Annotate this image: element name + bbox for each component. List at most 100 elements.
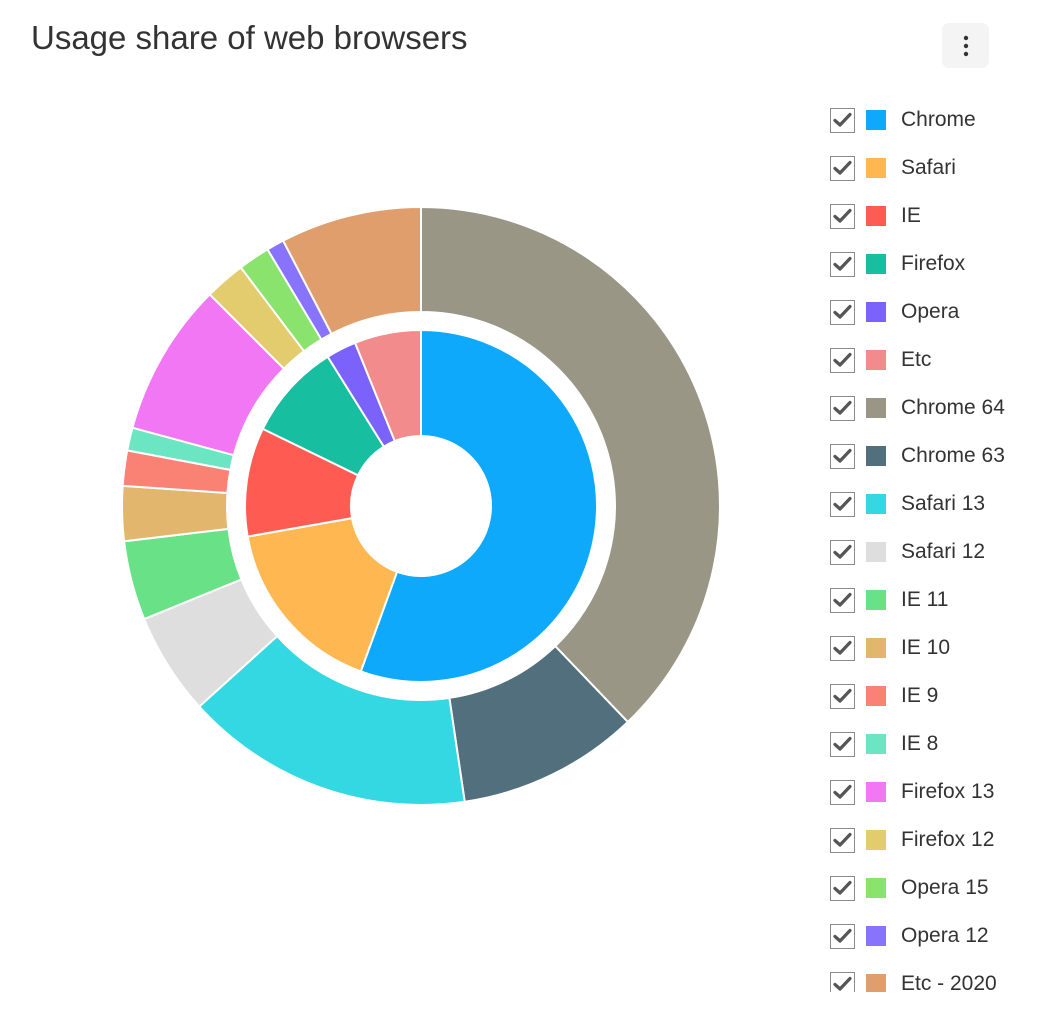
legend-checkbox[interactable]: [830, 395, 855, 421]
legend-checkbox[interactable]: [830, 587, 855, 613]
checkmark-icon: [833, 928, 852, 943]
legend-item[interactable]: Chrome 64: [830, 384, 1030, 432]
legend-checkbox[interactable]: [830, 827, 855, 853]
legend-swatch: [866, 302, 886, 322]
legend-swatch: [866, 494, 886, 514]
legend-label: Firefox 12: [901, 828, 995, 851]
legend-checkbox[interactable]: [830, 491, 855, 517]
chart-title: Usage share of web browsers: [31, 19, 468, 56]
checkmark-icon: [833, 976, 852, 991]
legend-checkbox[interactable]: [830, 107, 855, 133]
legend-checkbox[interactable]: [830, 923, 855, 949]
legend-label: Etc - 2020: [901, 972, 997, 992]
legend-item[interactable]: IE 11: [830, 576, 1030, 624]
checkmark-icon: [833, 880, 852, 895]
legend-label: Firefox: [901, 252, 966, 275]
legend-checkbox[interactable]: [830, 539, 855, 565]
legend-swatch: [866, 590, 886, 610]
checkmark-icon: [833, 112, 852, 127]
checkmark-icon: [833, 352, 852, 367]
legend-item[interactable]: Chrome 63: [830, 432, 1030, 480]
legend-checkbox[interactable]: [830, 155, 855, 181]
legend-item[interactable]: IE: [830, 192, 1030, 240]
legend-swatch: [866, 254, 886, 274]
legend-label: Firefox 13: [901, 780, 995, 803]
legend-checkbox[interactable]: [830, 251, 855, 277]
legend-item[interactable]: Opera: [830, 288, 1030, 336]
legend-swatch: [866, 974, 886, 992]
legend-checkbox[interactable]: [830, 683, 855, 709]
legend-item[interactable]: Firefox 12: [830, 816, 1030, 864]
checkmark-icon: [833, 496, 852, 511]
legend-swatch: [866, 350, 886, 370]
legend-label: Opera 12: [901, 924, 989, 947]
legend-item[interactable]: Opera 15: [830, 864, 1030, 912]
legend-label: Chrome 64: [901, 396, 1005, 419]
legend-swatch: [866, 446, 886, 466]
legend-label: Safari 12: [901, 540, 986, 563]
outer-slice-etc-2020[interactable]: [281, 205, 422, 336]
checkmark-icon: [833, 832, 852, 847]
legend-swatch: [866, 638, 886, 658]
checkmark-icon: [833, 256, 852, 271]
legend-swatch: [866, 110, 886, 130]
legend-item[interactable]: Chrome: [830, 96, 1030, 144]
legend-label: IE 11: [901, 588, 949, 611]
legend-item[interactable]: Firefox: [830, 240, 1030, 288]
legend-label: IE: [901, 204, 921, 227]
legend-label: IE 9: [901, 684, 939, 707]
legend-label: Chrome: [901, 108, 976, 131]
legend: Chrome Safari IE Firefox Opera Etc Chrome 64 Ch…: [830, 96, 1030, 992]
inner-slice-chrome[interactable]: [359, 328, 598, 683]
outer-slice-chrome-64[interactable]: [420, 205, 721, 724]
checkmark-icon: [833, 208, 852, 223]
checkmark-icon: [833, 688, 852, 703]
legend-label: Opera 15: [901, 876, 989, 899]
legend-checkbox[interactable]: [830, 731, 855, 757]
legend-checkbox[interactable]: [830, 443, 855, 469]
checkmark-icon: [833, 448, 852, 463]
legend-checkbox[interactable]: [830, 299, 855, 325]
outer-ring: [121, 205, 721, 806]
legend-swatch: [866, 398, 886, 418]
checkmark-icon: [833, 304, 852, 319]
inner-ring: [243, 328, 598, 683]
legend-swatch: [866, 830, 886, 850]
checkmark-icon: [833, 544, 852, 559]
inner-slice-safari[interactable]: [246, 517, 399, 673]
legend-checkbox[interactable]: [830, 779, 855, 805]
legend-item[interactable]: Etc: [830, 336, 1030, 384]
legend-checkbox[interactable]: [830, 971, 855, 992]
legend-item[interactable]: Safari: [830, 144, 1030, 192]
legend-swatch: [866, 542, 886, 562]
checkmark-icon: [833, 640, 852, 655]
legend-item[interactable]: Safari 13: [830, 480, 1030, 528]
legend-item[interactable]: Etc - 2020: [830, 960, 1030, 992]
checkmark-icon: [833, 160, 852, 175]
legend-checkbox[interactable]: [830, 635, 855, 661]
legend-item[interactable]: IE 10: [830, 624, 1030, 672]
legend-item[interactable]: IE 9: [830, 672, 1030, 720]
legend-swatch: [866, 782, 886, 802]
legend-swatch: [866, 734, 886, 754]
legend-swatch: [866, 926, 886, 946]
legend-item[interactable]: Opera 12: [830, 912, 1030, 960]
legend-checkbox[interactable]: [830, 347, 855, 373]
legend-swatch: [866, 206, 886, 226]
legend-item[interactable]: Firefox 13: [830, 768, 1030, 816]
legend-swatch: [866, 878, 886, 898]
legend-swatch: [866, 158, 886, 178]
legend-label: Safari: [901, 156, 956, 179]
legend-label: Safari 13: [901, 492, 986, 515]
checkmark-icon: [833, 592, 852, 607]
legend-label: Etc: [901, 348, 932, 371]
legend-checkbox[interactable]: [830, 875, 855, 901]
more-vertical-icon: [963, 35, 968, 56]
legend-item[interactable]: Safari 12: [830, 528, 1030, 576]
checkmark-icon: [833, 400, 852, 415]
inner-slice-etc[interactable]: [353, 328, 422, 443]
legend-item[interactable]: IE 8: [830, 720, 1030, 768]
checkmark-icon: [833, 784, 852, 799]
legend-checkbox[interactable]: [830, 203, 855, 229]
export-menu-button[interactable]: [942, 23, 989, 68]
